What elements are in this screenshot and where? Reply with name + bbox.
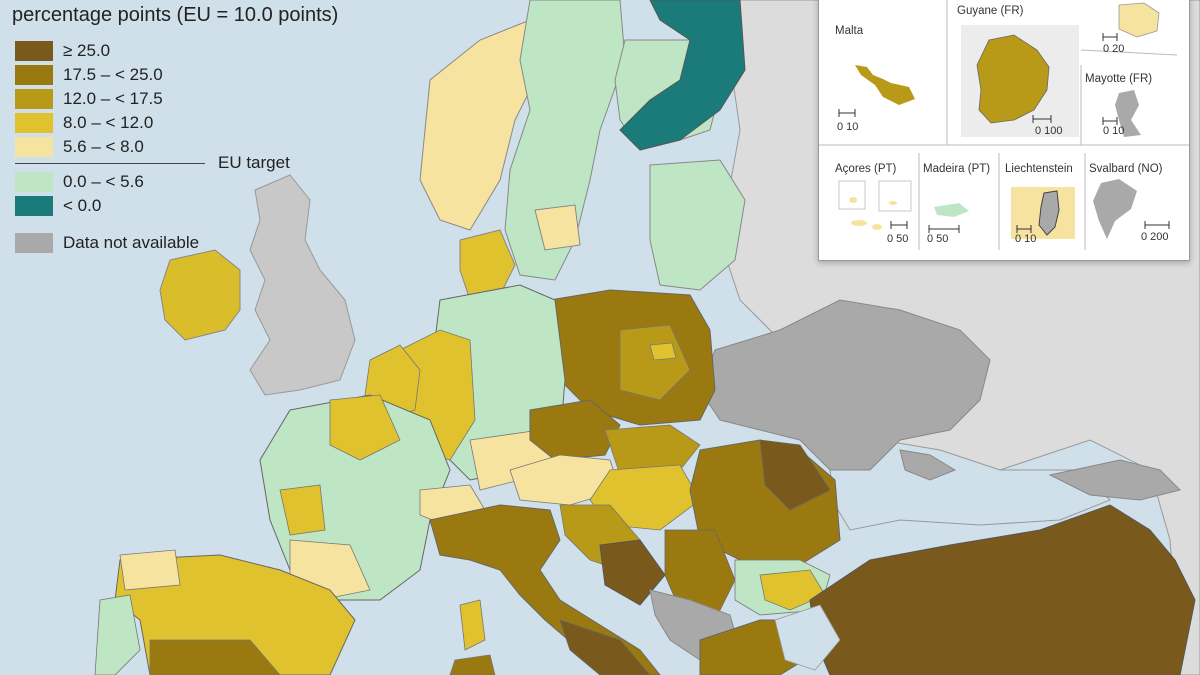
scale-reunion: 0 20 (1103, 43, 1125, 55)
inset-label-liechtenstein: Liechtenstein (1005, 163, 1073, 175)
italy (429, 504, 661, 675)
inset-maps (819, 0, 1189, 250)
black-sea (829, 439, 1111, 531)
turkey (809, 504, 1196, 675)
baltic-states (649, 159, 746, 291)
legend-item: ≥ 25.0 (15, 40, 110, 62)
svalbard-shape (1093, 179, 1137, 239)
scale-mayotte: 0 10 (1103, 125, 1125, 137)
legend-item: 0.0 – < 5.6 (15, 171, 144, 193)
aegean-sea (774, 604, 841, 671)
crimea-no-data (899, 449, 957, 481)
slovakia (604, 424, 701, 476)
uk-no-data (249, 174, 356, 396)
inset-label-mayotte: Mayotte (FR) (1085, 73, 1153, 85)
bosnia (599, 539, 666, 606)
spain-south-region (149, 639, 281, 675)
inset-label-acores: Açores (PT) (835, 163, 897, 175)
norway (419, 19, 546, 231)
legend-item-na: Data not available (15, 232, 199, 254)
scale-guyane: 0 100 (1035, 125, 1063, 137)
scale-acores: 0 50 (887, 233, 909, 245)
legend-swatch (15, 89, 53, 109)
inset-label-guyane: Guyane (FR) (957, 5, 1024, 17)
legend-label-na: Data not available (63, 233, 200, 252)
reunion-shape (1118, 2, 1160, 38)
legend-label: 0.0 – < 5.6 (63, 172, 144, 191)
legend-swatch (15, 65, 53, 85)
ireland (159, 249, 241, 341)
legend-item: < 0.0 (15, 195, 101, 217)
legend-swatch (15, 113, 53, 133)
portugal (94, 594, 141, 675)
scale-malta: 0 10 (837, 121, 859, 133)
legend-item: 17.5 – < 25.0 (15, 64, 163, 86)
scale-liechtenstein: 0 10 (1015, 233, 1037, 245)
legend-label: 12.0 – < 17.5 (63, 89, 163, 108)
malta-shape (855, 65, 915, 105)
legend-target-label: EU target (218, 153, 290, 172)
czechia (529, 399, 621, 461)
inset-label-malta: Malta (835, 25, 864, 37)
sweden-south-region (534, 204, 581, 251)
inset-label-madeira: Madeira (PT) (923, 163, 991, 175)
legend-label: 5.6 – < 8.0 (63, 137, 144, 156)
scale-madeira: 0 50 (927, 233, 949, 245)
mayotte-shape (1115, 90, 1141, 137)
inset-panel: Malta 0 10 Guyane (FR) 0 100 0 20 Mayott… (818, 0, 1190, 261)
legend-swatch-na (15, 233, 53, 253)
france-north-regions (329, 394, 401, 461)
legend-swatch (15, 196, 53, 216)
legend-label: < 0.0 (63, 196, 102, 215)
scale-svalbard: 0 200 (1141, 231, 1169, 243)
finland-east-region (619, 0, 746, 151)
madeira-shape (934, 203, 969, 217)
spain-north-region (119, 549, 181, 591)
legend-item: 12.0 – < 17.5 (15, 88, 163, 110)
inset-label-svalbard: Svalbard (NO) (1089, 163, 1163, 175)
ukraine-no-data (699, 299, 991, 471)
legend-title: percentage points (EU = 10.0 points) (12, 4, 339, 26)
guyane-shape (976, 34, 1050, 124)
legend-swatch (15, 41, 53, 61)
liechtenstein-shape (1038, 190, 1060, 236)
france-west-region (279, 484, 326, 536)
sicily (449, 654, 496, 675)
legend-item: 5.6 – < 8.0 (15, 136, 144, 158)
legend-swatch (15, 137, 53, 157)
caucasus-no-data (1048, 459, 1181, 501)
italy-south (559, 619, 651, 675)
legend-label: 8.0 – < 12.0 (63, 113, 154, 132)
romania-region (759, 439, 831, 511)
bulgaria-region (759, 569, 826, 611)
legend-item: 8.0 – < 12.0 (15, 112, 153, 134)
legend-label: ≥ 25.0 (63, 41, 111, 60)
legend-swatch (15, 172, 53, 192)
legend-target-divider (15, 163, 205, 164)
legend-label: 17.5 – < 25.0 (63, 65, 163, 84)
sardinia (459, 599, 486, 651)
poland-region-b (649, 342, 677, 361)
